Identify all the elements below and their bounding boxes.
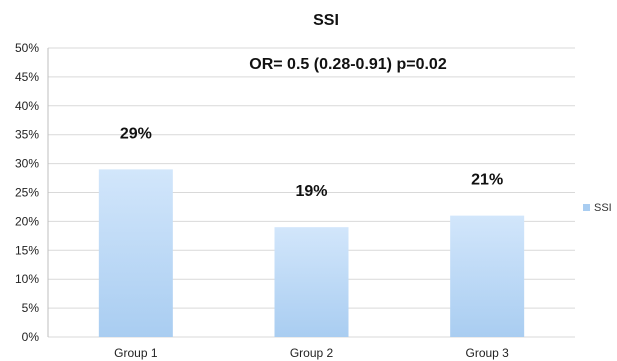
data-label: 21% (471, 172, 503, 189)
y-tick-label: 50% (15, 41, 39, 55)
chart-title: SSI (313, 12, 339, 29)
y-tick-label: 15% (15, 243, 39, 257)
bar (450, 215, 525, 337)
x-tick-label: Group 3 (465, 346, 509, 360)
chart-annotation: OR= 0.5 (0.28-0.91) p=0.02 (249, 56, 447, 73)
x-tick-label: Group 2 (290, 346, 334, 360)
y-tick-label: 25% (15, 186, 39, 200)
bars (98, 169, 525, 337)
y-tick-label: 5% (22, 301, 40, 315)
data-label: 19% (295, 183, 327, 200)
y-tick-label: 0% (22, 330, 40, 344)
data-labels: 29% 19% 21% (120, 125, 503, 200)
y-tick-label: 35% (15, 128, 39, 142)
y-tick-label: 20% (15, 214, 39, 228)
bar (274, 227, 349, 337)
y-tick-label: 30% (15, 157, 39, 171)
bar (98, 169, 173, 337)
legend: SSI (583, 202, 612, 214)
y-tick-label: 10% (15, 272, 39, 286)
y-axis: 0% 5% 10% 15% 20% 25% 30% 35% 40% 45% 50% (15, 41, 49, 344)
legend-swatch (583, 204, 590, 211)
data-label: 29% (120, 125, 152, 142)
legend-label: SSI (594, 202, 612, 214)
x-tick-label: Group 1 (114, 346, 158, 360)
x-axis: Group 1 Group 2 Group 3 (114, 346, 509, 360)
y-tick-label: 40% (15, 99, 39, 113)
y-tick-label: 45% (15, 70, 39, 84)
